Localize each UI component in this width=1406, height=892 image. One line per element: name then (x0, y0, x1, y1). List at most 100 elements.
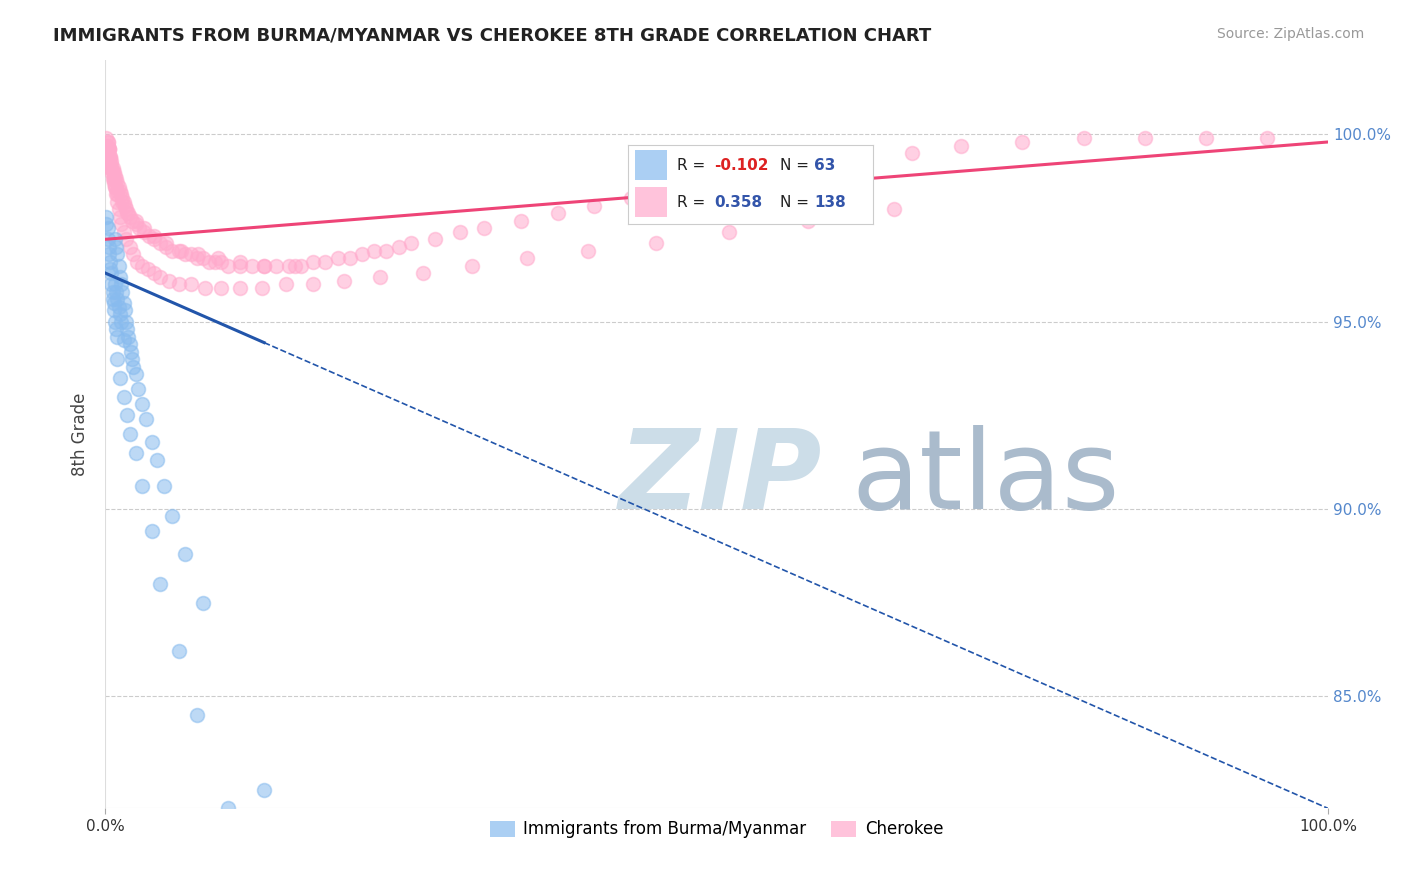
Point (128, 221, 150, 235)
Point (131, 479, 153, 493)
Point (576, 244, 599, 258)
Point (108, 210, 131, 224)
Point (118, 427, 141, 442)
Point (143, 228, 166, 243)
Point (112, 334, 135, 348)
Point (97, 135, 120, 149)
Point (98, 262, 121, 277)
Point (105, 285, 128, 299)
Point (96, 131, 118, 145)
Point (217, 259, 239, 273)
Point (229, 254, 252, 268)
Point (105, 322, 128, 336)
Point (314, 254, 336, 268)
Point (107, 180, 129, 194)
Point (187, 247, 209, 261)
Point (111, 191, 134, 205)
Text: 138: 138 (814, 195, 846, 210)
Point (107, 194, 129, 209)
Point (104, 180, 127, 194)
Point (399, 235, 422, 250)
Point (100, 277, 122, 292)
Point (105, 172, 128, 186)
Point (412, 266, 434, 280)
Point (1133, 131, 1156, 145)
Point (149, 235, 172, 250)
Point (149, 269, 172, 284)
Point (138, 228, 160, 243)
Point (173, 247, 195, 261)
Point (901, 146, 924, 161)
Point (98, 150, 121, 164)
Text: Source: ZipAtlas.com: Source: ZipAtlas.com (1216, 27, 1364, 41)
Point (204, 254, 226, 268)
Point (107, 300, 129, 314)
Point (1073, 131, 1095, 145)
Point (105, 187, 128, 202)
Point (107, 352, 129, 367)
Point (583, 199, 606, 213)
Point (115, 206, 138, 220)
Point (101, 285, 124, 299)
Point (115, 202, 138, 217)
Point (125, 254, 148, 268)
Point (112, 390, 135, 404)
Point (803, 161, 825, 176)
Point (170, 244, 193, 258)
Point (110, 315, 132, 329)
Point (117, 206, 139, 220)
Point (657, 184, 679, 198)
Point (1195, 131, 1218, 145)
Point (125, 367, 148, 381)
Point (141, 434, 163, 449)
Point (100, 153, 122, 168)
Point (302, 254, 325, 268)
Point (145, 453, 167, 467)
Point (98, 161, 121, 176)
Point (107, 329, 129, 343)
Point (97, 138, 120, 153)
Point (162, 244, 184, 258)
Point (461, 259, 484, 273)
Point (97, 240, 120, 254)
Point (131, 259, 153, 273)
Point (111, 285, 134, 299)
Point (103, 176, 125, 190)
Point (100, 266, 122, 280)
Point (107, 292, 129, 306)
Point (141, 524, 163, 539)
Point (110, 187, 132, 202)
Point (186, 707, 208, 722)
Point (111, 194, 134, 209)
Point (108, 371, 131, 385)
Point (173, 547, 195, 561)
Point (883, 202, 905, 217)
Point (950, 138, 973, 153)
Point (339, 251, 361, 265)
Text: R =: R = (678, 158, 706, 173)
Point (101, 161, 124, 176)
Point (101, 165, 124, 179)
Text: IMMIGRANTS FROM BURMA/MYANMAR VS CHEROKEE 8TH GRADE CORRELATION CHART: IMMIGRANTS FROM BURMA/MYANMAR VS CHEROKE… (53, 27, 932, 45)
Point (134, 221, 156, 235)
Point (266, 259, 288, 273)
Point (104, 315, 127, 329)
Y-axis label: 8th Grade: 8th Grade (72, 392, 89, 475)
Point (516, 251, 538, 265)
Point (326, 251, 349, 265)
Text: N =: N = (780, 158, 808, 173)
Point (198, 254, 221, 268)
Point (108, 269, 131, 284)
Point (620, 191, 643, 205)
Point (370, 269, 392, 284)
Point (717, 225, 740, 239)
Point (107, 202, 129, 217)
Bar (636, 187, 668, 218)
Point (121, 352, 143, 367)
Point (290, 259, 312, 273)
Point (107, 184, 129, 198)
Point (191, 251, 214, 265)
Point (114, 199, 136, 213)
Point (209, 281, 232, 295)
Point (194, 281, 217, 295)
